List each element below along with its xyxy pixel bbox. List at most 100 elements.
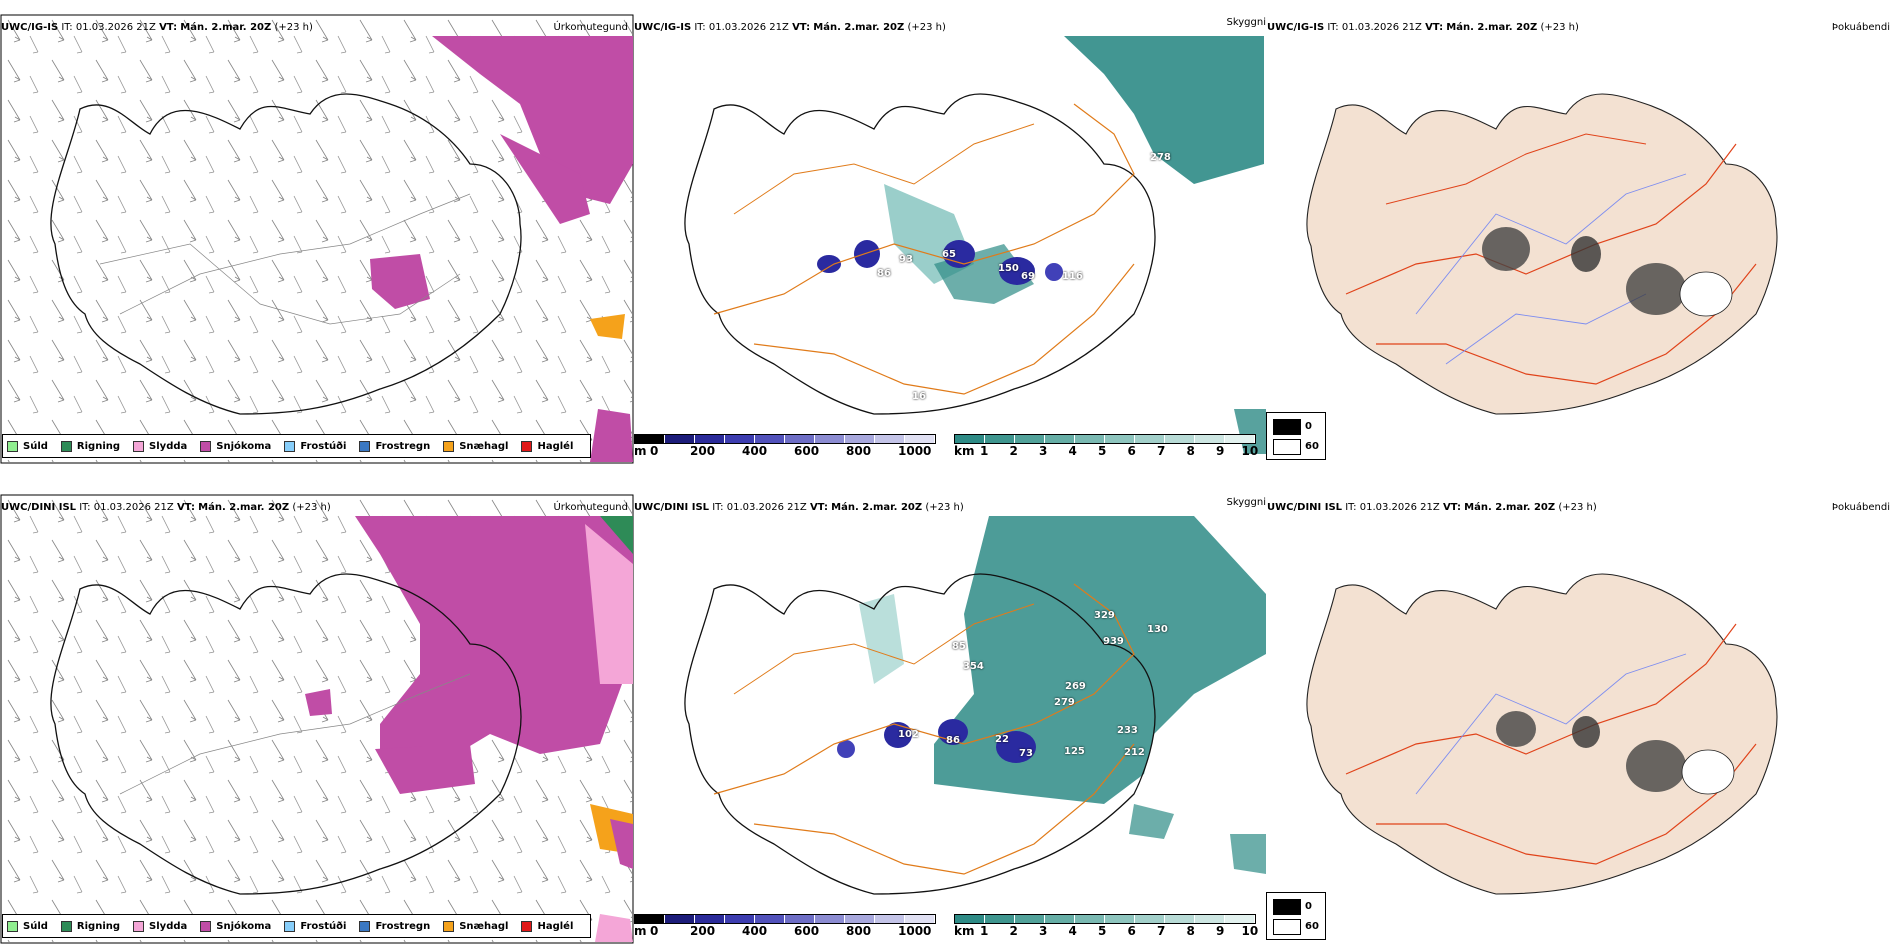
- colorbar-tick: 2: [1009, 924, 1018, 938]
- legend-item: Haglél: [521, 920, 574, 932]
- colorbar-tick: 8: [1186, 444, 1195, 458]
- legend-label: Snjókoma: [216, 440, 272, 452]
- legend-swatch: [521, 920, 533, 932]
- vis-value-label: 329: [1094, 610, 1115, 621]
- vis-value-label: 22: [995, 734, 1009, 745]
- colorbar-tick: 0: [650, 924, 659, 938]
- legend-swatch: [200, 440, 212, 452]
- vis-value-label: 86: [946, 735, 960, 746]
- panel-title-vis: Skyggni: [1226, 17, 1266, 28]
- fog-colorbar-row2: 0 60: [1266, 892, 1326, 940]
- vt-label: VT:: [809, 502, 828, 513]
- header-row1-fog: UWC/IG-IS IT: 01.03.2026 21Z VT: Mán. 2.…: [1267, 22, 1579, 33]
- panel-title-precip: Úrkomutegund: [553, 502, 628, 513]
- vt-label: VT:: [159, 22, 178, 33]
- legend-swatch: [133, 440, 145, 452]
- it-label: IT:: [79, 502, 91, 513]
- vt-label: VT:: [1425, 22, 1444, 33]
- header-row2-vis: UWC/DINI ISL IT: 01.03.2026 21Z VT: Mán.…: [634, 502, 964, 513]
- model-name: UWC/IG-IS: [634, 22, 692, 33]
- colorbar-tick: 200: [690, 444, 716, 458]
- vis-value-label: 102: [898, 729, 919, 740]
- legend-label: Haglél: [537, 920, 574, 932]
- colorbar-strip: [954, 434, 1256, 444]
- panel-vis-row2: UWC/DINI ISL IT: 01.03.2026 21Z VT: Mán.…: [634, 494, 1266, 944]
- legend-label: Frostúði: [300, 920, 347, 932]
- vt-value: Mán. 2.mar. 20Z: [1464, 502, 1556, 513]
- vt-value: Mán. 2.mar. 20Z: [813, 22, 905, 33]
- colorbar-unit: km: [954, 924, 975, 938]
- legend-item: Frostúði: [284, 920, 347, 932]
- vis-value-label: 125: [1064, 746, 1085, 757]
- colorbar-tick: 800: [846, 444, 872, 458]
- vis-value-label: 279: [1054, 697, 1075, 708]
- precip-legend-row1: Súld Rigning Slydda Snjókoma Frostúði Frostre…: [2, 434, 592, 458]
- colorbar-tick: 10: [1241, 444, 1259, 458]
- fog-tick: 0: [1305, 421, 1312, 432]
- fog-swatch: [1273, 899, 1301, 915]
- legend-swatch: [443, 440, 455, 452]
- colorbar-strip: [634, 914, 936, 924]
- vt-value: Mán. 2.mar. 20Z: [198, 502, 290, 513]
- vis-value-label: 233: [1117, 725, 1138, 736]
- colorbar-tick: 8: [1186, 924, 1195, 938]
- colorbar-unit: m: [634, 444, 647, 458]
- vis-map-row1: [684, 36, 1266, 454]
- model-name: UWC/DINI ISL: [1, 502, 77, 513]
- colorbar-tick: 400: [742, 444, 768, 458]
- lead-time: (+23 h): [1558, 502, 1597, 513]
- legend-label: Rigning: [76, 920, 121, 932]
- vt-value: Mán. 2.mar. 20Z: [831, 502, 923, 513]
- vis-map-row2: [684, 516, 1266, 895]
- lead-time: (+23 h): [907, 22, 946, 33]
- it-value: 01.03.2026 21Z: [1359, 502, 1440, 513]
- vis-labels-row2: 329 130 939 85 354 269 279 102 86 22 73 125 233 212: [634, 494, 1266, 944]
- vis-value-label: 212: [1124, 747, 1145, 758]
- panel-fog-row2: UWC/DINI ISL IT: 01.03.2026 21Z VT: Mán.…: [1266, 494, 1900, 944]
- cloud-base-colorbar-row1: m 0 200 400 600 800 1000: [634, 434, 936, 464]
- legend-item: Snæhagl: [443, 440, 509, 452]
- model-name: UWC/IG-IS: [1, 22, 59, 33]
- colorbar-tick: 800: [846, 924, 872, 938]
- precip-legend-row2: Súld Rigning Slydda Snjókoma Frostúði Frostre…: [2, 914, 592, 938]
- vis-labels-row1: 278 65 93 86 150 69 116 16: [634, 14, 1266, 464]
- colorbar-tick: 6: [1127, 444, 1136, 458]
- colorbar-tick: 600: [794, 924, 820, 938]
- visibility-colorbar-row2: km 1 2 3 4 5 6 7 8 9 10: [954, 914, 1258, 944]
- legend-swatch: [7, 920, 18, 932]
- legend-swatch: [359, 920, 371, 932]
- legend-label: Haglél: [537, 440, 574, 452]
- colorbar-tick: 3: [1039, 924, 1048, 938]
- it-value: 01.03.2026 21Z: [726, 502, 807, 513]
- fog-tick: 60: [1305, 441, 1319, 452]
- panel-precip-row2: UWC/DINI ISL IT: 01.03.2026 21Z VT: Mán.…: [0, 494, 634, 944]
- colorbar-tick: 200: [690, 924, 716, 938]
- legend-label: Frostúði: [300, 440, 347, 452]
- legend-label: Slydda: [149, 920, 188, 932]
- lead-time: (+23 h): [274, 22, 313, 33]
- vis-value-label: 116: [1062, 271, 1083, 282]
- colorbar-tick: 9: [1216, 924, 1225, 938]
- it-value: 01.03.2026 21Z: [708, 22, 789, 33]
- vis-value-label: 93: [899, 254, 913, 265]
- legend-label: Súld: [23, 440, 48, 452]
- it-label: IT:: [61, 22, 73, 33]
- legend-label: Snæhagl: [459, 440, 509, 452]
- colorbar-tick: 3: [1039, 444, 1048, 458]
- colorbar-tick: 600: [794, 444, 820, 458]
- it-value: 01.03.2026 21Z: [1341, 22, 1422, 33]
- colorbar-tick: 1: [980, 924, 989, 938]
- cloud-base-colorbar-row2: m 0 200 400 600 800 1000: [634, 914, 936, 944]
- legend-label: Rigning: [76, 440, 121, 452]
- legend-item: Slydda: [133, 440, 187, 452]
- colorbar-tick: 7: [1157, 924, 1166, 938]
- colorbar-tick: 400: [742, 924, 768, 938]
- vt-value: Mán. 2.mar. 20Z: [180, 22, 272, 33]
- fog-map-row1: [1306, 93, 1778, 415]
- legend-label: Snjókoma: [216, 920, 272, 932]
- vis-value-label: 939: [1103, 636, 1124, 647]
- lead-time: (+23 h): [292, 502, 331, 513]
- vt-label: VT:: [792, 22, 811, 33]
- header-row2-precip: UWC/DINI ISL IT: 01.03.2026 21Z VT: Mán.…: [1, 502, 331, 513]
- vis-value-label: 65: [942, 249, 956, 260]
